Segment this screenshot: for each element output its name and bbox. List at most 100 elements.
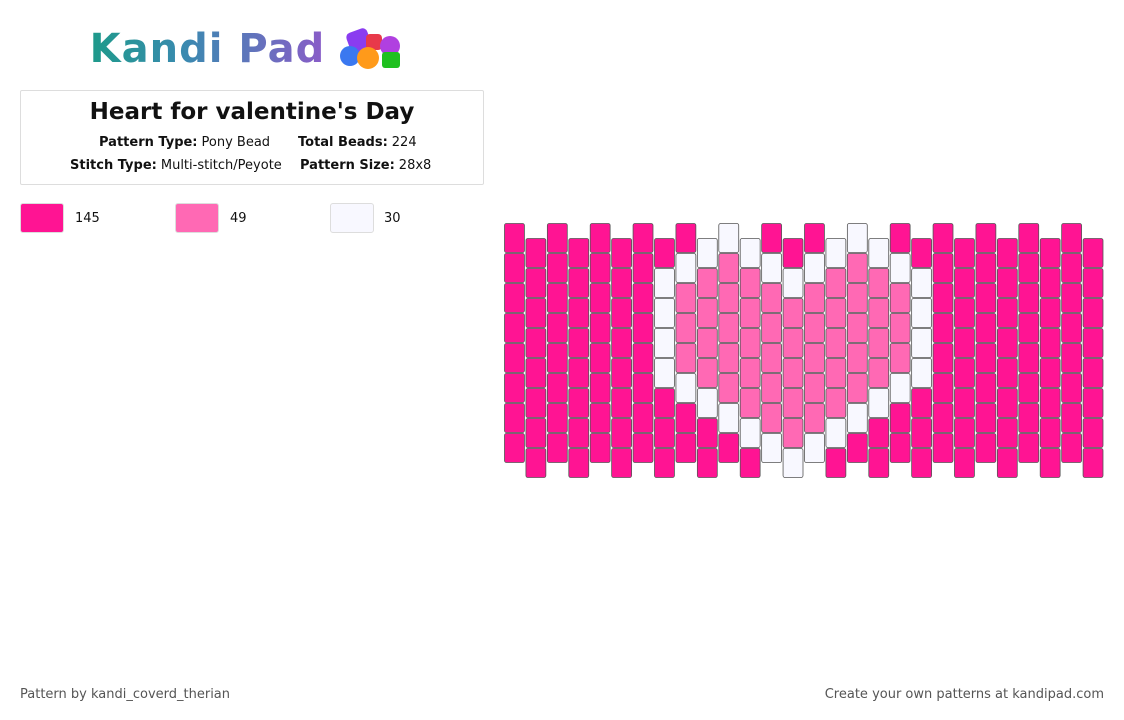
bead <box>761 223 782 253</box>
bead <box>654 298 675 328</box>
bead <box>761 403 782 433</box>
detail: Pattern Type: Pony Bead <box>99 135 270 150</box>
bead <box>1039 238 1061 268</box>
bead <box>525 298 547 328</box>
bead <box>1082 238 1104 268</box>
bead <box>761 433 782 463</box>
bead <box>589 223 611 253</box>
bead <box>1039 298 1061 328</box>
bead <box>546 313 568 343</box>
bead <box>954 448 975 478</box>
bead <box>632 223 654 253</box>
bead <box>1018 343 1040 373</box>
bead <box>675 343 697 373</box>
bead <box>889 253 911 283</box>
bead <box>954 238 975 268</box>
bead <box>825 238 847 268</box>
bead <box>546 373 568 403</box>
bead <box>975 253 997 283</box>
bead <box>804 343 825 373</box>
bead <box>611 268 632 298</box>
bead <box>782 328 804 358</box>
bead <box>1039 328 1061 358</box>
bead <box>975 403 997 433</box>
bead <box>911 268 932 298</box>
bead <box>954 388 975 418</box>
bead <box>761 313 782 343</box>
bead <box>889 433 911 463</box>
bead <box>782 268 804 298</box>
bead <box>1018 313 1040 343</box>
bead <box>911 328 932 358</box>
detail-label: Pattern Size: <box>300 158 395 173</box>
bead <box>975 313 997 343</box>
bead <box>846 433 868 463</box>
bead <box>504 433 525 463</box>
bead <box>696 328 718 358</box>
bead <box>589 343 611 373</box>
bead <box>868 418 890 448</box>
bead <box>996 418 1018 448</box>
bead <box>718 313 740 343</box>
bead <box>504 223 525 253</box>
bead <box>525 448 547 478</box>
bead <box>632 253 654 283</box>
bead <box>1061 283 1082 313</box>
bead <box>589 283 611 313</box>
bead <box>911 358 932 388</box>
bead <box>889 283 911 313</box>
bead <box>911 298 932 328</box>
bead <box>546 433 568 463</box>
bead <box>1061 343 1082 373</box>
color-count: 49 <box>230 211 247 226</box>
bead <box>868 358 890 388</box>
bead <box>718 403 740 433</box>
bead <box>611 328 632 358</box>
detail-value: Pony Bead <box>201 135 271 150</box>
bead <box>825 448 847 478</box>
detail-value: 28x8 <box>398 158 432 173</box>
detail-label: Total Beads: <box>298 135 388 150</box>
bead <box>589 403 611 433</box>
bead <box>718 373 740 403</box>
bead <box>889 343 911 373</box>
bead <box>846 313 868 343</box>
bead <box>782 358 804 388</box>
bead <box>889 373 911 403</box>
bead <box>1018 283 1040 313</box>
bead <box>911 448 932 478</box>
bead <box>954 328 975 358</box>
bead <box>1082 418 1104 448</box>
bead <box>825 358 847 388</box>
bead <box>761 283 782 313</box>
bead-pattern <box>504 223 1104 478</box>
bead <box>975 223 997 253</box>
bead <box>911 418 932 448</box>
logo: Kandi Pad <box>0 24 504 74</box>
bead <box>825 418 847 448</box>
bead <box>739 388 761 418</box>
color-swatch <box>175 203 219 233</box>
bead <box>825 388 847 418</box>
bead <box>504 283 525 313</box>
bead <box>675 283 697 313</box>
bead <box>718 433 740 463</box>
bead <box>611 238 632 268</box>
bead <box>889 223 911 253</box>
bead <box>954 358 975 388</box>
detail: Pattern Size: 28x8 <box>300 158 431 173</box>
bead <box>696 298 718 328</box>
bead <box>1018 223 1040 253</box>
bead <box>889 403 911 433</box>
bead <box>1039 388 1061 418</box>
bead <box>1082 328 1104 358</box>
bead <box>996 388 1018 418</box>
bead <box>1018 433 1040 463</box>
bead <box>739 328 761 358</box>
detail-value: Multi-stitch/Peyote <box>160 158 282 173</box>
detail-value: 224 <box>391 135 417 150</box>
bead <box>696 358 718 388</box>
bead <box>739 268 761 298</box>
bead <box>996 448 1018 478</box>
bead <box>804 253 825 283</box>
